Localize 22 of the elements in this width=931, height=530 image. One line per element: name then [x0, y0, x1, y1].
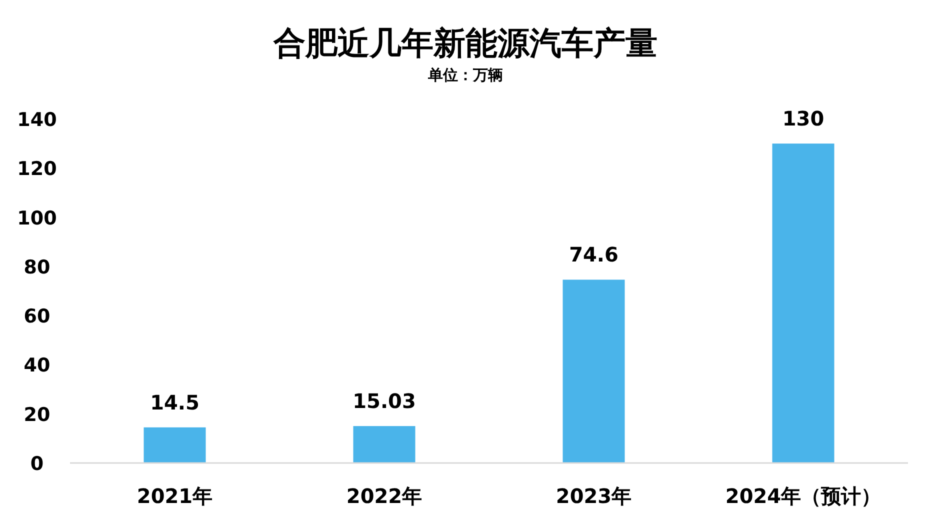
- chart-subtitle: 单位：万辆: [427, 66, 503, 84]
- bar: [353, 426, 416, 463]
- y-tick-label: 40: [24, 354, 50, 377]
- y-tick-label: 20: [24, 404, 50, 426]
- data-label: 74.6: [569, 242, 618, 267]
- bar: [772, 144, 834, 463]
- y-tick-label: 140: [17, 109, 57, 131]
- data-label: 130: [782, 106, 824, 131]
- y-tick-label: 80: [24, 256, 50, 278]
- x-tick-label: 2022年: [346, 484, 422, 508]
- y-tick-label: 100: [17, 207, 57, 230]
- x-tick-label: 2023年: [556, 484, 632, 508]
- x-tick-label: 2021年: [136, 484, 213, 508]
- data-label: 15.03: [352, 389, 416, 414]
- bar: [144, 427, 206, 463]
- y-tick-label: 0: [30, 453, 44, 475]
- y-tick-label: 60: [24, 306, 50, 328]
- y-tick-label: 120: [17, 158, 57, 180]
- chart-title: 合肥近几年新能源汽车产量: [272, 24, 658, 62]
- bar: [562, 280, 625, 463]
- x-tick-label: 2024年（预计）: [725, 484, 882, 508]
- data-label: 14.5: [150, 390, 200, 414]
